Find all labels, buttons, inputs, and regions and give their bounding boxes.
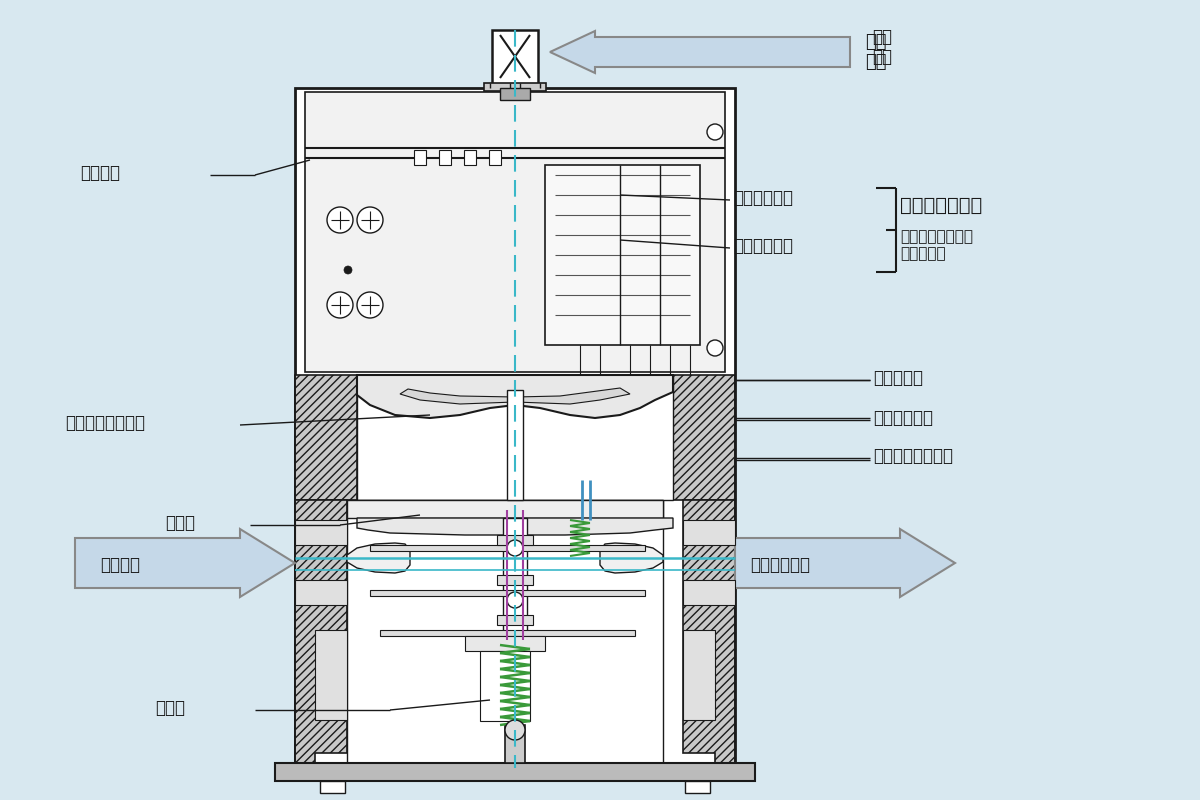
Bar	[380, 630, 635, 636]
Text: アクチュエータ: アクチュエータ	[900, 195, 983, 214]
Bar	[683, 630, 715, 720]
Polygon shape	[358, 375, 673, 418]
Bar	[497, 615, 533, 625]
Circle shape	[505, 720, 526, 740]
Bar	[414, 150, 426, 165]
Text: 圧カセンサ: 圧カセンサ	[874, 369, 923, 387]
Polygon shape	[347, 543, 410, 573]
Bar	[358, 375, 673, 500]
Polygon shape	[600, 543, 662, 573]
Text: パイロット室内の
圧力制御用: パイロット室内の 圧力制御用	[900, 229, 973, 261]
Text: 供給圧力: 供給圧力	[100, 556, 140, 574]
Circle shape	[707, 340, 722, 356]
Text: （制御）圧力: （制御）圧力	[750, 556, 810, 574]
Bar	[503, 518, 527, 648]
Bar	[314, 630, 347, 720]
Polygon shape	[295, 500, 347, 768]
Text: 排気弁: 排気弁	[166, 514, 194, 532]
Bar	[497, 575, 533, 585]
Bar	[497, 535, 533, 545]
Bar	[275, 763, 755, 781]
Bar	[545, 165, 700, 345]
Circle shape	[508, 592, 523, 608]
Bar	[466, 636, 545, 651]
FancyArrow shape	[74, 529, 295, 597]
Text: 制御基板: 制御基板	[80, 164, 120, 182]
Bar	[320, 781, 346, 793]
Text: パイロット室: パイロット室	[874, 409, 934, 427]
Circle shape	[707, 124, 722, 140]
Bar	[347, 500, 662, 518]
Polygon shape	[358, 518, 673, 535]
Text: 入力
信号: 入力 信号	[865, 33, 887, 71]
Circle shape	[358, 207, 383, 233]
Circle shape	[326, 207, 353, 233]
Bar	[508, 390, 523, 500]
FancyArrow shape	[550, 31, 850, 73]
Bar	[347, 500, 662, 768]
Bar	[500, 88, 530, 100]
Polygon shape	[673, 375, 734, 500]
Text: 入力
信号: 入力 信号	[872, 27, 892, 66]
Bar	[305, 92, 725, 372]
Text: ダイアフラム組立: ダイアフラム組立	[65, 414, 145, 432]
Bar	[439, 150, 451, 165]
FancyArrow shape	[734, 529, 955, 597]
Circle shape	[326, 292, 353, 318]
Circle shape	[344, 266, 352, 274]
Bar	[492, 30, 538, 85]
Bar	[370, 590, 646, 596]
Circle shape	[508, 540, 523, 556]
Text: 給気用電磁弁: 給気用電磁弁	[733, 237, 793, 255]
Polygon shape	[400, 388, 630, 404]
Bar	[295, 88, 734, 768]
Bar	[480, 651, 530, 721]
Circle shape	[358, 292, 383, 318]
Text: 排気用電磁弁: 排気用電磁弁	[733, 189, 793, 207]
Bar	[683, 520, 734, 545]
Bar	[370, 545, 646, 551]
Polygon shape	[683, 500, 734, 768]
Bar	[295, 520, 347, 545]
Bar	[295, 580, 347, 605]
Bar	[490, 150, 502, 165]
Bar	[464, 150, 476, 165]
Bar	[685, 781, 710, 793]
Text: フィードバック室: フィードバック室	[874, 447, 953, 465]
Polygon shape	[295, 375, 358, 500]
Bar	[505, 725, 526, 763]
Text: 給気弁: 給気弁	[155, 699, 185, 717]
Bar	[484, 83, 546, 91]
Bar	[683, 580, 734, 605]
